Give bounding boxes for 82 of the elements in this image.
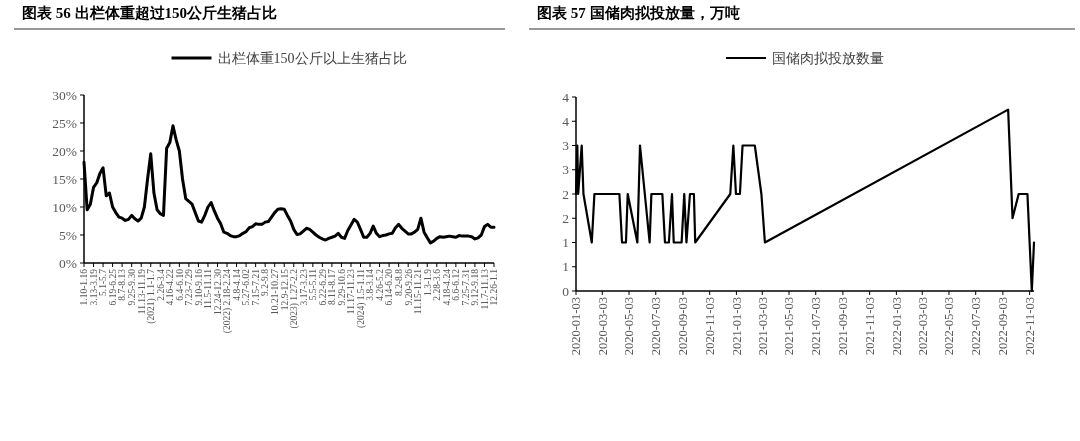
x-tick-label: 10.21-10.27 [270,268,281,315]
x-tick-label: 5.27-6.02 [241,268,252,306]
x-tick-label: 5.1-5.7 [98,268,109,296]
x-tick-label: 8.7-8.13 [117,268,128,301]
x-tick-label: 7.23-7.29 [184,268,195,306]
x-tick-label: 2021-03-03 [755,297,770,356]
x-tick-label: 11.13-11.19 [136,268,147,315]
x-tick-label: 9.29-10.6 [336,268,347,306]
x-tick-label: (2023) 1.27-2.2 [289,268,301,329]
x-tick-label: 4.8-4.14 [231,268,242,301]
x-tick-label: 9.20-9.26 [403,268,414,306]
x-tick-label: 2022-05-03 [942,297,957,356]
y-tick-label: 4 [562,113,570,129]
x-tick-label: 2021-01-03 [729,297,744,356]
x-tick-label: 6.6-6.12 [451,268,462,301]
y-tick-label: 0 [562,283,570,299]
x-tick-label: 2020-07-03 [649,297,664,356]
y-tick-label: 3 [562,138,570,153]
x-tick-label: 12.9-12.15 [279,268,290,311]
x-tick-label: (2024) 1.5-1.11 [355,268,367,329]
x-tick-label: 3.13-3.19 [88,268,99,306]
x-tick-label: 2022-03-03 [915,297,930,356]
x-tick-label: 7.25-7.31 [460,268,471,306]
x-tick-label: 1.10-1.16 [79,268,90,306]
x-tick-label: (2021) 1.1-1.7 [146,268,158,324]
legend-label: 国储肉拟投放数量 [772,51,884,66]
x-tick-label: 4.16-4.22 [165,268,176,306]
x-tick-label: 2022-09-03 [996,297,1011,356]
y-tick-label: 2 [562,186,569,202]
x-tick-label: 4.18-4.24 [441,268,452,306]
y-tick-label: 20% [52,143,77,159]
legend-label: 出栏体重150公斤以上生猪占比 [217,51,407,66]
x-tick-label: 5.5-5.11 [308,268,319,301]
x-tick-label: 2021-07-03 [809,297,824,356]
y-tick-label: 25% [52,115,77,131]
x-tick-label: 8.11-8.17 [327,268,338,306]
x-tick-label: 9.12-9.18 [470,268,481,306]
x-tick-label: 2.26-3.4 [155,268,166,301]
x-tick-label: 4.26-5.2 [374,268,385,301]
y-tick-label: 5% [59,227,77,243]
x-tick-label: 9.25-9.30 [127,268,137,306]
x-tick-label: 6.4-6.10 [174,268,185,301]
x-tick-label: 9.10-9.16 [193,268,204,306]
x-tick-label: 7.15-7.21 [250,268,261,306]
y-tick-label: 1 [562,259,569,275]
x-tick-label: 2020-09-03 [676,297,691,356]
y-tick-label: 10% [52,199,77,215]
y-tick-label: 0% [59,255,77,271]
y-tick-label: 1 [562,235,569,250]
x-tick-label: 2021-05-03 [782,297,797,356]
x-tick-label: 12.26-1.1 [489,268,500,306]
x-tick-label: 2.28-3.6 [432,268,443,301]
y-tick-label: 15% [52,171,77,187]
x-tick-label: 2021-09-03 [836,297,851,356]
x-tick-label: 11.5-11.11 [203,268,214,310]
x-tick-label: 2022-11-03 [1022,297,1037,355]
x-tick-label: 6.14-6.20 [384,268,395,306]
x-tick-label: 9.2-9.8 [260,268,271,296]
chart-title: 图表 57 国储肉拟投放量，万吨 [537,5,740,21]
x-tick-label: (2022) 2.18-2.24 [222,268,234,334]
x-tick-label: 2021-11-03 [863,297,878,355]
y-tick-label: 3 [562,162,570,178]
x-tick-label: 11.15-11.21 [413,268,424,315]
x-tick-label: 8.2-8.8 [393,268,404,296]
y-tick-label: 2 [562,210,569,226]
x-tick-label: 2020-05-03 [622,297,637,356]
chart-title: 图表 56 出栏体重超过150公斤生猪占比 [22,5,277,21]
x-tick-label: 11.17-11.23 [346,268,357,315]
x-tick-label: 6.19-6.25 [107,268,118,306]
x-tick-label: 3.17-3.23 [298,268,309,306]
x-tick-label: 6.22-6.29 [317,268,328,306]
x-tick-label: 2020-03-03 [595,297,610,356]
x-tick-label: 2022-01-03 [889,297,904,356]
x-tick-label: 2020-01-03 [569,297,584,356]
x-tick-label: 1.3-1.9 [422,268,433,296]
x-tick-label: 11.7-11.13 [479,268,490,310]
y-tick-label: 4 [562,89,570,105]
x-tick-label: 2020-11-03 [703,297,718,355]
x-tick-label: 2022-07-03 [969,297,984,356]
x-tick-label: 12.24-12.30 [212,268,223,315]
y-tick-label: 30% [52,87,77,103]
x-tick-label: 3.8-3.14 [365,268,376,301]
